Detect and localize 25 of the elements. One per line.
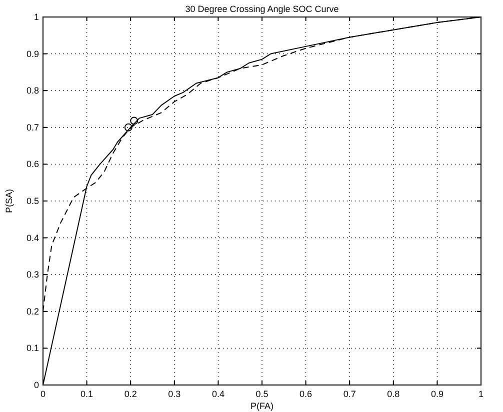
x-tick-label: 0.7 (343, 389, 356, 399)
x-tick-label: 0.6 (300, 389, 312, 399)
y-tick-label: 0 (34, 380, 39, 390)
x-tick-label: 0.9 (430, 389, 444, 399)
y-tick-label: 0.2 (26, 306, 39, 316)
x-tick-label: 0.4 (212, 389, 224, 399)
y-tick-label: 0.5 (26, 196, 39, 206)
x-tick-label: 0 (40, 389, 46, 399)
x-tick-label: 0.3 (168, 389, 181, 399)
chart-title: 30 Degree Crossing Angle SOC Curve (185, 4, 339, 14)
y-tick-label: 0.7 (26, 122, 39, 132)
y-tick-label: 1 (34, 12, 39, 22)
x-axis-title: P(FA) (250, 401, 274, 411)
x-tick-label: 0.8 (387, 389, 400, 399)
y-axis-title: P(SA) (4, 188, 14, 214)
y-tick-label: 0.6 (26, 159, 39, 170)
y-tick-label: 0.9 (26, 48, 39, 59)
y-tick-label: 0.8 (26, 86, 39, 96)
x-tick-label: 0.1 (80, 389, 94, 399)
y-tick-label: 0.1 (26, 343, 39, 354)
y-tick-label: 0.3 (26, 270, 39, 280)
x-tick-label: 0.2 (124, 389, 137, 399)
y-tick-label: 0.4 (26, 232, 39, 243)
x-tick-label: 1 (478, 389, 484, 399)
x-tick-label: 0.5 (256, 389, 268, 399)
